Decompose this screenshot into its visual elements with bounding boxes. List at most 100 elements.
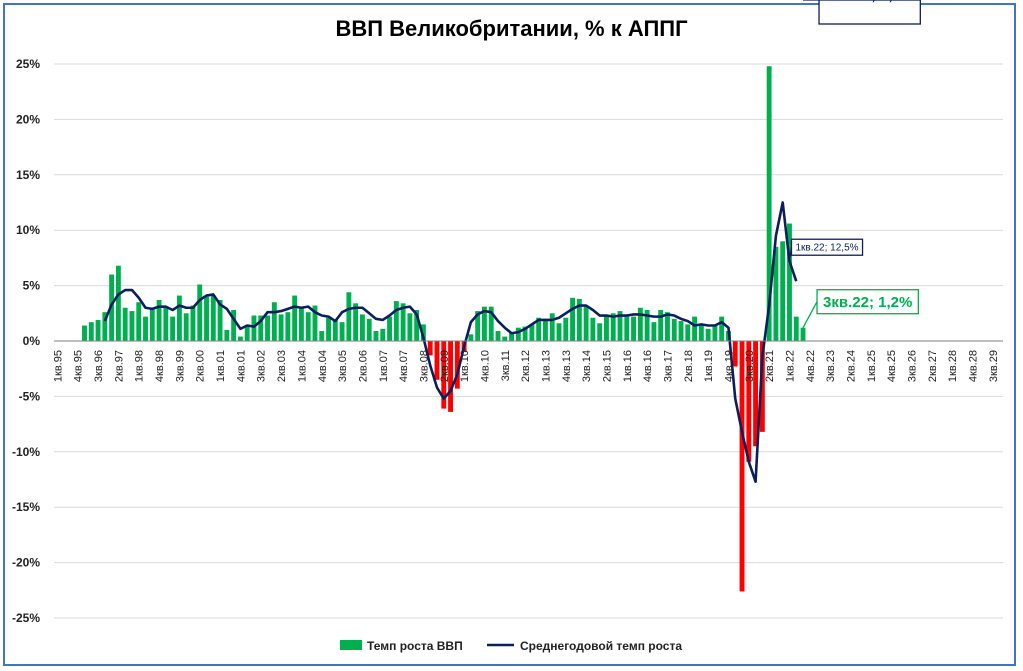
data-callout-leader [802,301,818,329]
bar [475,311,481,341]
legend-swatch-bars [340,640,362,650]
bar [244,325,250,341]
bar [678,321,684,341]
bar [143,316,148,341]
x-tick-label: 4кв.01 [235,350,247,382]
x-tick-label: 3кв.11 [500,350,512,381]
bar [176,295,182,341]
bar [705,328,711,341]
x-tick-label: 4кв.19 [723,350,735,382]
y-tick-label: -5% [19,389,41,403]
x-tick-label: 1кв.19 [703,350,715,382]
line-series [103,201,798,484]
x-tick-label: 4кв.13 [561,350,573,382]
bar [522,326,528,341]
bar [387,316,392,341]
x-tick-label: 3кв.96 [93,350,105,382]
legend-label-line: Среднегодовой темп роста [520,639,682,653]
bar [359,314,365,341]
x-tick-label: 4кв.95 [73,350,85,382]
y-tick-label: 15% [16,168,40,182]
x-tick-label: 3кв.29 [988,350,1000,382]
x-tick-label: 4кв.10 [479,350,491,382]
bar [739,341,745,592]
bar [617,311,623,341]
bar [488,306,494,341]
x-tick-label: 4кв.04 [317,350,329,382]
x-tick-label: 2кв.15 [601,350,613,382]
axes: 25% 20% 15% 10% 5% 0% -5% -10% -15% -20% -25% 1кв.9… [12,57,1003,625]
bar [204,296,209,341]
bar [285,312,291,341]
x-tick-label: 4кв.16 [642,350,654,382]
x-tick-label: 2кв.06 [357,350,369,382]
bar [563,317,569,341]
bar [753,341,759,447]
annotations: 1кв.22; 12,5% 3кв.22; 5,4% 3кв.22; 1,2% [788,0,921,329]
bar [339,322,345,341]
x-tick-label: 3кв.02 [256,350,268,382]
x-tick-label: 1кв.01 [215,350,227,382]
x-tick-label: 3кв.23 [825,350,837,382]
bar [556,323,562,341]
bar [305,312,311,341]
bar [353,303,359,341]
bar [373,331,379,341]
bar [787,223,792,341]
bar [149,307,155,341]
bar [576,298,582,341]
bar [644,309,650,341]
bar [129,311,135,341]
bar [536,317,542,341]
y-tick-label: -25% [12,611,40,625]
bar [773,246,779,341]
bar [210,295,216,341]
x-tick-label: 1кв.10 [459,350,471,382]
bar [658,309,664,341]
legend[interactable]: Темп роста ВВП Среднегодовой темп роста [340,639,682,653]
bar [746,341,752,462]
bar [610,313,616,341]
data-callout-box [790,238,864,256]
bar [671,318,677,341]
bar [712,324,718,341]
bar [509,332,514,341]
bar [502,336,508,341]
data-callout: 1кв.22; 12,5% [788,238,864,262]
average-growth-line [103,201,798,484]
data-callout-text: 1кв.22; 12,5% [795,243,858,254]
x-tick-label: 3кв.17 [662,350,674,382]
bar [407,313,413,341]
x-tick-label: 3кв.20 [744,350,756,382]
bar [624,314,630,341]
bar [441,341,447,409]
bar [332,319,338,341]
x-tick-label: 3кв.99 [174,350,186,382]
bar [82,325,87,341]
bar [590,317,596,341]
bar [265,315,270,341]
bar [482,306,487,341]
x-tick-label: 3кв.08 [418,350,430,382]
data-callout-text: 3кв.22; 5,4% [825,0,914,4]
bar [170,316,176,341]
bar [637,307,643,341]
x-tick-label: 3кв.05 [337,350,349,382]
legend-label-bars: Темп роста ВВП [367,639,463,653]
bar [800,327,806,341]
data-callout-text: 3кв.22; 1,2% [823,294,912,311]
data-callout: 3кв.22; 5,4% [803,0,921,25]
x-tick-label: 2кв.00 [195,350,207,382]
bar [88,322,94,341]
bar [380,328,386,341]
bar [698,324,704,341]
x-tick-label: 2кв.09 [439,350,451,382]
data-callout-box [818,0,921,25]
bar [326,317,331,341]
x-tick-label: 1кв.25 [866,350,878,382]
x-tick-label: 2кв.21 [764,350,776,382]
bar [665,312,670,341]
bar [258,315,264,341]
x-tick-label: 3кв.14 [581,350,593,382]
